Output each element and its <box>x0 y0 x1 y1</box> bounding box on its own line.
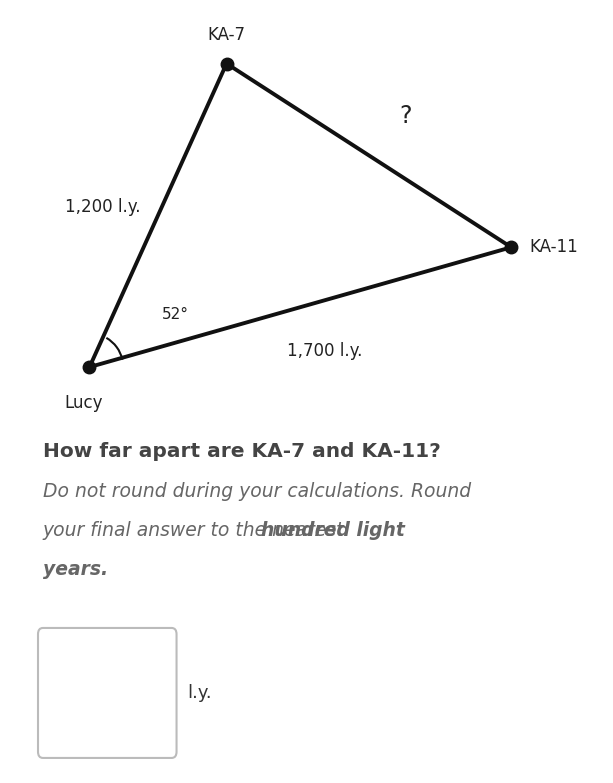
Text: l.y.: l.y. <box>187 684 211 702</box>
FancyBboxPatch shape <box>38 628 177 758</box>
Text: hundred light: hundred light <box>261 521 405 539</box>
Text: Lucy: Lucy <box>64 395 102 413</box>
Text: years.: years. <box>43 560 108 579</box>
Text: 1,700 l.y.: 1,700 l.y. <box>287 342 362 360</box>
Text: 1,200 l.y.: 1,200 l.y. <box>65 199 140 216</box>
Text: KA-7: KA-7 <box>208 26 246 44</box>
Text: KA-11: KA-11 <box>530 238 579 256</box>
Text: How far apart are KA-7 and KA-11?: How far apart are KA-7 and KA-11? <box>43 442 441 461</box>
Text: your final answer to the nearest: your final answer to the nearest <box>43 521 350 539</box>
Text: Do not round during your calculations. Round: Do not round during your calculations. R… <box>43 482 471 500</box>
Text: ?: ? <box>400 104 412 128</box>
Text: 52°: 52° <box>162 307 189 322</box>
